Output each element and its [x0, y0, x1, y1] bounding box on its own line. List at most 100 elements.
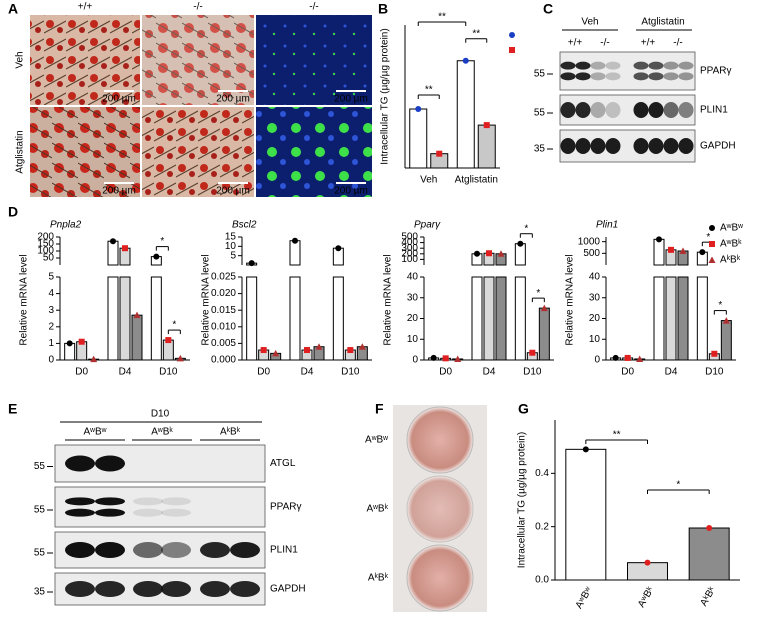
- blot-band: [633, 61, 649, 70]
- chart-title: Bscl2: [232, 220, 257, 231]
- blot-band: [590, 138, 606, 154]
- panel-letter: C: [543, 1, 553, 17]
- blot-band: [161, 508, 191, 517]
- blot-band: [633, 102, 649, 118]
- group-label: AʷBʷ: [84, 427, 107, 438]
- point: [66, 340, 73, 347]
- y-axis-title: Relative mRNA level: [19, 254, 30, 345]
- bar: [107, 240, 119, 266]
- blot-band: [65, 542, 95, 558]
- point: [454, 355, 462, 362]
- y-axis-title: Relative mRNA level: [383, 254, 394, 345]
- bar: [538, 307, 550, 361]
- blot-band: [663, 138, 679, 154]
- y-tick-label: 3: [48, 305, 54, 316]
- point: [335, 245, 342, 252]
- legend-label: AʷBʷ: [720, 223, 743, 234]
- bar: [514, 276, 526, 361]
- blot-band: [590, 102, 606, 118]
- blot-band: [133, 581, 163, 597]
- blot-band: [605, 61, 621, 70]
- significance: **: [613, 430, 621, 441]
- band-label: GAPDH: [700, 141, 736, 152]
- panel-f: [393, 405, 487, 612]
- scale-bar-label: 200 µm: [334, 186, 368, 197]
- y-tick-label: 4: [48, 288, 54, 299]
- band-label: GAPDH: [270, 584, 306, 595]
- significance: **: [425, 85, 433, 96]
- blot-band: [678, 138, 694, 154]
- blot-band: [65, 455, 95, 472]
- y-tick-label: 20: [589, 313, 601, 324]
- y-tick-label: 1: [48, 338, 54, 349]
- bar: [119, 276, 131, 361]
- y-tick-label: 10: [589, 334, 601, 345]
- y-tick-label: 300: [401, 243, 418, 254]
- blot-band: [95, 542, 125, 558]
- scale-bar-label: 200 µm: [216, 186, 250, 197]
- significance: **: [472, 28, 480, 39]
- bar: [653, 238, 665, 266]
- group-label: Veh: [581, 17, 598, 28]
- y-tick-label: 30: [407, 292, 419, 303]
- point: [624, 354, 631, 361]
- bar: [495, 276, 507, 361]
- blot-band: [678, 61, 694, 70]
- y-tick-label: 150: [37, 239, 54, 250]
- panel-letter: G: [518, 401, 529, 417]
- blot-band: [575, 138, 591, 154]
- y-tick-label: 0.020: [211, 288, 236, 299]
- blot-band: [575, 61, 591, 70]
- blot-band: [200, 542, 230, 558]
- chart-title: Pnpla2: [50, 220, 82, 231]
- point: [517, 240, 524, 247]
- blot-band: [161, 497, 191, 506]
- panel-letter: E: [8, 401, 17, 417]
- blot-band: [560, 138, 576, 154]
- blot-band: [575, 72, 591, 81]
- blot-band: [575, 102, 591, 118]
- dish: [406, 406, 474, 474]
- x-tick-label: Atglistatin: [455, 175, 498, 186]
- bar: [688, 527, 730, 581]
- blot-band: [605, 72, 621, 81]
- bar: [565, 448, 607, 581]
- y-tick-label: 30: [589, 292, 601, 303]
- point: [153, 253, 160, 260]
- band-label: PLIN1: [270, 545, 298, 556]
- point: [706, 525, 713, 531]
- bar: [477, 124, 496, 169]
- y-tick-label: 15: [225, 232, 237, 243]
- bar: [409, 108, 428, 169]
- blot-strip: [54, 486, 266, 528]
- blot-band: [663, 61, 679, 70]
- y-tick-label: 5: [48, 272, 54, 283]
- point: [474, 250, 480, 257]
- blot-band: [678, 102, 694, 118]
- chart-title: Pparγ: [414, 220, 441, 231]
- blot-band: [678, 72, 694, 81]
- point: [709, 225, 715, 231]
- bar: [483, 276, 495, 361]
- y-tick-label: 1000: [578, 236, 601, 247]
- point: [540, 304, 548, 312]
- y-tick-label: 40: [407, 272, 419, 283]
- blot-band: [95, 497, 125, 506]
- point: [497, 250, 505, 257]
- blot-band: [560, 61, 576, 70]
- x-tick-label: D10: [705, 367, 724, 378]
- significance: *: [536, 288, 540, 299]
- dish: [406, 544, 474, 612]
- scale-bar-label: 200 µm: [334, 94, 368, 105]
- y-tick-label: 500: [401, 232, 418, 243]
- point: [582, 446, 589, 453]
- point: [722, 317, 730, 324]
- point: [90, 355, 98, 363]
- panel-a: [30, 15, 372, 197]
- significance: *: [706, 232, 710, 243]
- genotype-label: -/-: [600, 38, 609, 49]
- bar: [456, 60, 475, 169]
- y-tick-label: 40: [589, 272, 601, 283]
- point: [78, 338, 85, 345]
- row-label: Atglistatin: [15, 130, 26, 173]
